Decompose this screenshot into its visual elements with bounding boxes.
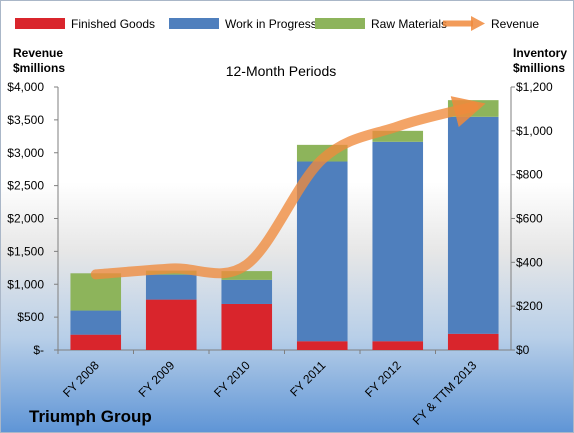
left-axis-tick-label: $1,000 — [7, 277, 44, 291]
left-axis-tick-label: $3,000 — [7, 146, 44, 160]
left-axis-tick-label: $3,500 — [7, 113, 44, 127]
right-axis-tick-label: $200 — [516, 299, 543, 313]
bar-finished-goods — [372, 341, 424, 350]
legend-label: Finished Goods — [71, 17, 155, 31]
legend-item-revenue: Revenue — [443, 16, 539, 31]
chart-title: 12-Month Periods — [226, 63, 337, 79]
left-axis-tick-label: $1,500 — [7, 244, 44, 258]
right-axis-tick-label: $800 — [516, 168, 543, 182]
plot-area: $- $500 $1,000 $1,500 $2,000 $2,500 $3,000 $3,5… — [7, 80, 553, 428]
left-axis-title: Revenue $millions — [13, 46, 65, 75]
right-axis-tick-label: $1,000 — [516, 124, 553, 138]
x-axis-tick-label: FY 2009 — [136, 358, 178, 400]
bar-raw-materials — [372, 130, 424, 142]
bar-raw-materials — [70, 273, 122, 311]
left-axis-tick-label: $500 — [17, 310, 44, 324]
left-axis-tick-label: $4,000 — [7, 80, 44, 94]
legend-item-raw-materials: Raw Materials — [315, 17, 447, 31]
right-axis-tick-label: $600 — [516, 212, 543, 226]
bar-finished-goods — [296, 341, 348, 350]
x-axis-tick-label: FY & TTM 2013 — [410, 358, 480, 428]
bar-work-in-progress — [145, 274, 197, 300]
right-axis-title: Inventory $millions — [513, 46, 567, 75]
company-name: Triumph Group — [29, 407, 152, 426]
bar-work-in-progress — [447, 116, 499, 334]
bar-finished-goods — [145, 299, 197, 350]
legend: Finished Goods Work in Progress Raw Materi… — [15, 16, 539, 31]
bar-finished-goods — [447, 333, 499, 350]
legend-swatch — [315, 18, 365, 29]
bar-work-in-progress — [372, 141, 424, 342]
right-axis-tick-label: $0 — [516, 343, 530, 357]
right-axis-label-line2: $millions — [513, 61, 565, 75]
legend-arrow-head — [471, 16, 485, 31]
right-axis-label-line1: Inventory — [513, 46, 567, 60]
right-axis-tick-label: $1,200 — [516, 80, 553, 94]
legend-label: Work in Progress — [225, 17, 317, 31]
legend-label: Raw Materials — [371, 17, 447, 31]
legend-item-work-in-progress: Work in Progress — [169, 17, 317, 31]
revenue-line — [90, 96, 486, 280]
x-axis-tick-label: FY 2011 — [287, 358, 328, 399]
left-axis-tick-label: $- — [33, 343, 44, 357]
bar-raw-materials — [221, 271, 273, 280]
right-axis-tick-label: $400 — [516, 255, 543, 269]
legend-label: Revenue — [491, 17, 539, 31]
x-axis-tick-label: FY 2012 — [362, 358, 404, 400]
left-axis-label-line1: Revenue — [13, 46, 63, 60]
left-axis-tick-label: $2,500 — [7, 179, 44, 193]
x-axis-tick-label: FY 2008 — [60, 358, 102, 400]
bar-work-in-progress — [221, 279, 273, 304]
legend-item-finished-goods: Finished Goods — [15, 17, 155, 31]
bar-finished-goods — [70, 334, 122, 350]
bar-finished-goods — [221, 303, 273, 350]
bar-work-in-progress — [296, 161, 348, 342]
x-axis-tick-label: FY 2010 — [211, 358, 253, 400]
left-axis-tick-label: $2,000 — [7, 212, 44, 226]
legend-swatch — [15, 18, 65, 29]
legend-swatch — [169, 18, 219, 29]
bar-work-in-progress — [70, 310, 122, 335]
left-axis-label-line2: $millions — [13, 61, 65, 75]
